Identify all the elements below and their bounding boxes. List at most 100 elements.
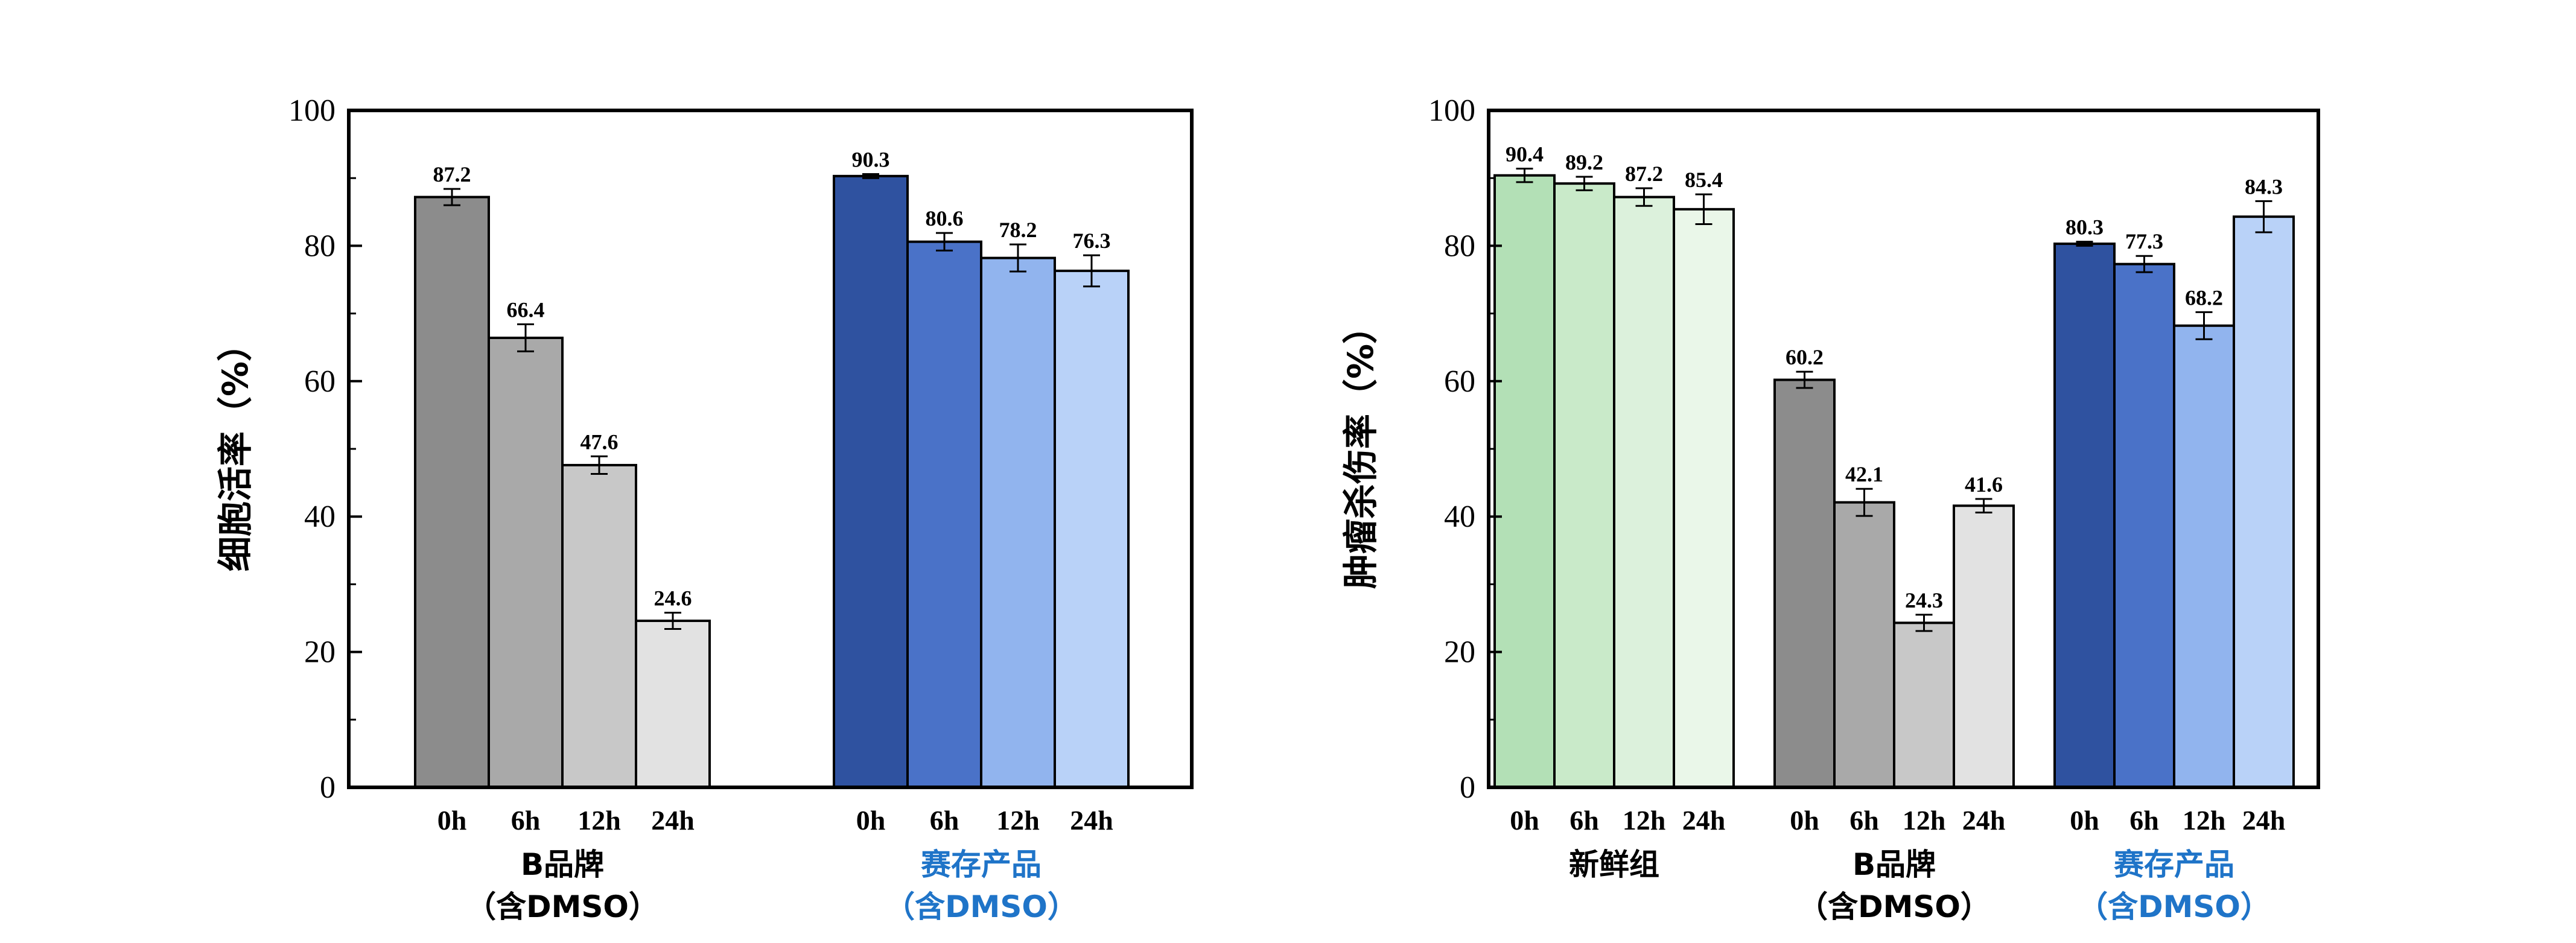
error-bar (1576, 176, 1593, 191)
bar-12h (980, 256, 1056, 789)
data-label: 42.1 (1845, 462, 1883, 486)
x-tick-label: 0h (856, 805, 886, 836)
bar-24h (1673, 208, 1735, 789)
x-tick-label: 24h (1962, 805, 2006, 836)
group-label: 赛存产品（含DMSO） (2078, 847, 2271, 924)
data-label: 90.4 (1506, 142, 1544, 166)
bar-6h (1553, 182, 1615, 789)
y-axis-title: 肿瘤杀伤率（%） (1340, 309, 1381, 589)
bar-0h (1773, 378, 1836, 789)
y-tick-label: 80 (1444, 229, 1475, 263)
x-tick-label: 12h (1623, 805, 1666, 836)
bar-6h (906, 240, 982, 789)
x-tick-label: 0h (437, 805, 467, 836)
bar-24h (1953, 504, 2015, 789)
x-tick-label: 12h (996, 805, 1040, 836)
y-tick-label: 40 (304, 500, 336, 534)
y-tick-label: 100 (1428, 94, 1475, 128)
tumor-killing-chart: 90.4 0h 89.2 6h 87.2 12h 85.4 24h 新鲜组 60.2 0h 42.1 6… (1340, 94, 2320, 924)
error-bar (2195, 311, 2213, 340)
bar-24h (635, 619, 711, 789)
error-bar (1915, 614, 1933, 632)
bar-12h (2173, 324, 2235, 789)
error-bar (1695, 193, 1713, 225)
x-tick-label: 0h (1790, 805, 1819, 836)
x-tick-label: 24h (2242, 805, 2286, 836)
error-bar (1856, 487, 1873, 517)
x-tick-label: 6h (2129, 805, 2159, 836)
y-tick-label: 0 (320, 770, 336, 805)
bar-12h (1893, 621, 1955, 789)
x-tick-label: 24h (1682, 805, 1726, 836)
y-tick-label: 40 (1444, 500, 1475, 534)
data-label: 24.6 (654, 586, 692, 611)
error-bar (2255, 200, 2272, 233)
cell-viability-chart: 87.2 0h 66.4 6h 47.6 12h 24.6 24h B品牌（含DMSO） 90.3… (215, 94, 1194, 924)
data-label: 47.6 (580, 430, 619, 454)
error-bar (1516, 167, 1533, 183)
x-tick-label: 0h (2070, 805, 2099, 836)
data-label: 90.3 (852, 147, 890, 171)
group-label: B品牌（含DMSO） (466, 847, 659, 924)
x-tick-label: 24h (651, 805, 695, 836)
data-label: 87.2 (1625, 162, 1663, 186)
error-bar (1796, 370, 1813, 389)
y-tick-label: 80 (304, 229, 336, 263)
data-label: 80.6 (926, 206, 964, 230)
error-bar (664, 612, 681, 630)
y-tick-label: 0 (1460, 770, 1475, 805)
y-tick-label: 60 (1444, 364, 1475, 399)
bar-0h (414, 195, 490, 789)
error-bar (1010, 243, 1026, 273)
data-label: 89.2 (1565, 150, 1603, 174)
data-label: 66.4 (507, 298, 545, 322)
bar-24h (1054, 269, 1130, 789)
bar-24h (2233, 215, 2295, 789)
data-label: 41.6 (1965, 472, 2003, 497)
data-label: 68.2 (2185, 285, 2223, 310)
error-bar (862, 173, 879, 179)
x-tick-label: 6h (930, 805, 959, 836)
bar-0h (1493, 174, 1556, 789)
data-label: 80.3 (2066, 215, 2104, 240)
error-bar (936, 232, 953, 252)
x-tick-label: 6h (511, 805, 541, 836)
error-bar (2076, 241, 2093, 247)
bar-0h (833, 174, 909, 789)
error-bar (444, 188, 460, 206)
error-bar (1635, 187, 1653, 207)
bar-0h (2053, 243, 2116, 789)
data-label: 85.4 (1685, 168, 1723, 192)
bar-12h (561, 463, 637, 789)
y-axis-title: 细胞活率（%） (215, 326, 256, 571)
data-label: 24.3 (1905, 588, 1943, 612)
y-tick-label: 20 (304, 635, 336, 670)
data-label: 76.3 (1073, 229, 1111, 253)
error-bar (591, 455, 608, 475)
data-label: 87.2 (433, 162, 471, 186)
group-label: B品牌（含DMSO） (1798, 847, 1991, 924)
bar-6h (488, 336, 564, 789)
x-tick-label: 6h (1849, 805, 1879, 836)
bar-6h (2113, 262, 2175, 789)
y-tick-label: 20 (1444, 635, 1475, 670)
data-label: 78.2 (999, 218, 1037, 242)
x-tick-label: 6h (1569, 805, 1599, 836)
bar-6h (1833, 501, 1895, 789)
data-label: 84.3 (2245, 174, 2283, 198)
error-bar (1975, 498, 1992, 513)
x-tick-label: 12h (2183, 805, 2226, 836)
group-label: 新鲜组 (1569, 847, 1659, 882)
x-tick-label: 0h (1510, 805, 1539, 836)
error-bar (517, 323, 534, 352)
error-bar (1083, 254, 1100, 288)
x-tick-label: 24h (1070, 805, 1113, 836)
data-label: 60.2 (1786, 345, 1824, 369)
y-tick-label: 100 (288, 94, 336, 128)
y-tick-label: 60 (304, 364, 336, 399)
x-tick-label: 12h (1903, 805, 1946, 836)
group-label: 赛存产品（含DMSO） (885, 847, 1078, 924)
data-label: 77.3 (2125, 229, 2163, 253)
bar-12h (1613, 195, 1675, 789)
